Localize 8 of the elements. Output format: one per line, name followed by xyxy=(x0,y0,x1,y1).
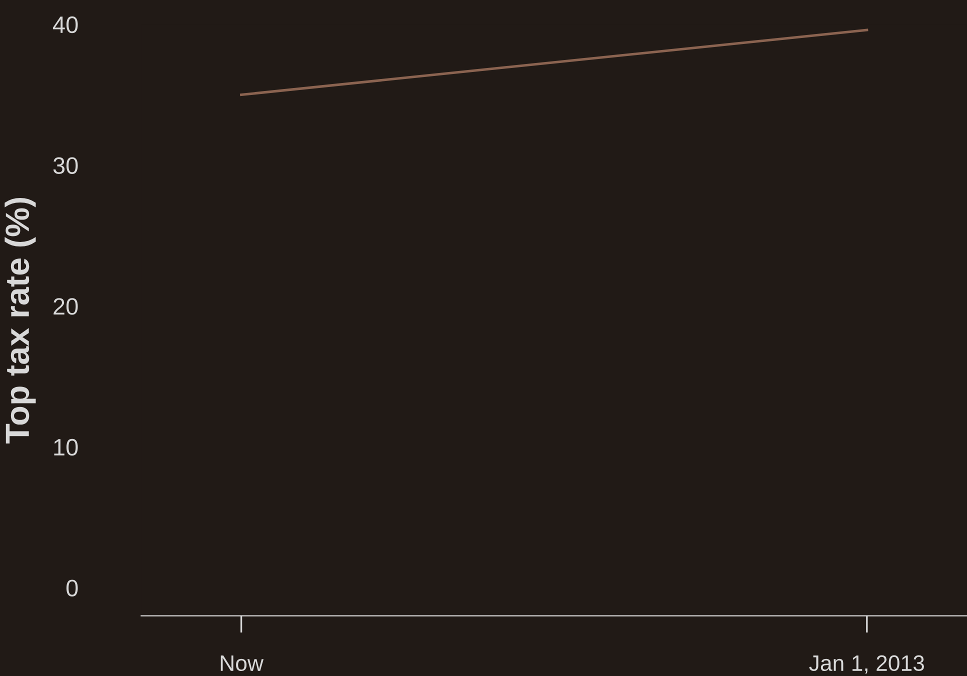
x-tick-label: Jan 1, 2013 xyxy=(809,655,924,674)
y-tick-label: 20 xyxy=(54,298,78,315)
x-tick-label: Now xyxy=(220,656,264,672)
y-tick-label: 10 xyxy=(54,438,78,456)
y-axis-title: Top tax rate (%) xyxy=(4,198,36,444)
y-tick-label: 30 xyxy=(53,157,78,174)
y-tick-label: 0 xyxy=(66,580,78,596)
y-tick-label: 40 xyxy=(52,16,78,34)
